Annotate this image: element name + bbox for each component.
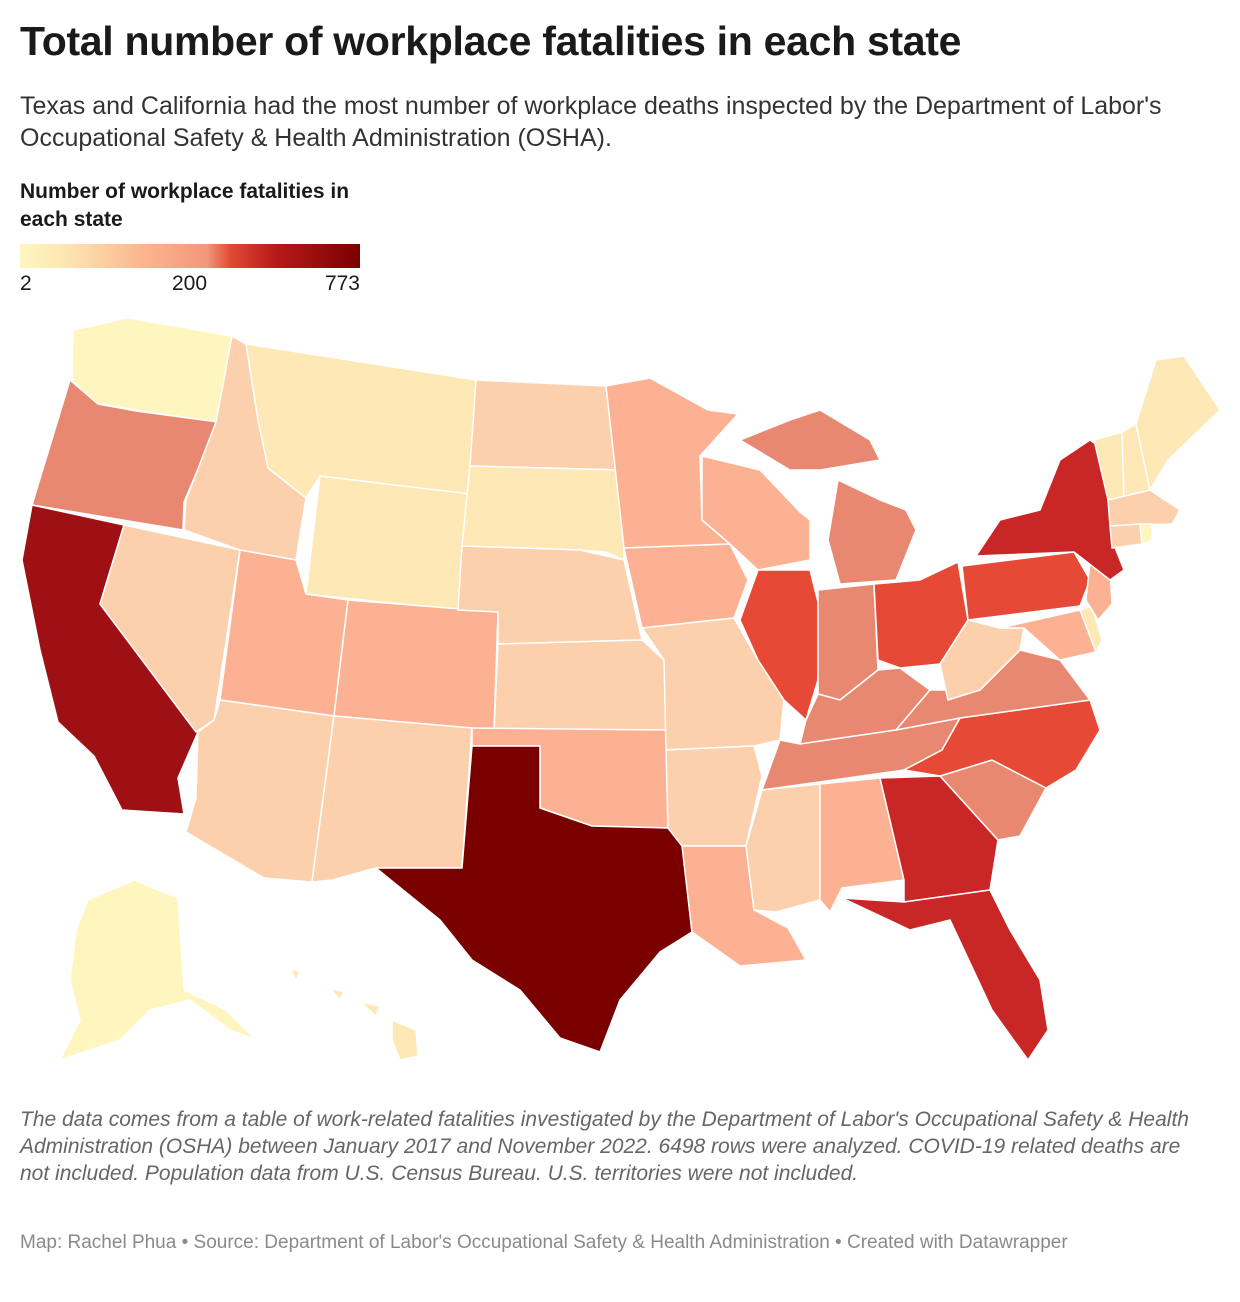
state-rhode-island[interactable] <box>1139 523 1153 545</box>
state-pennsylvania[interactable] <box>961 551 1091 621</box>
state-south-dakota[interactable] <box>461 465 625 561</box>
state-hawaii[interactable] <box>289 967 419 1061</box>
us-choropleth-map <box>0 300 1240 1090</box>
state-delaware[interactable] <box>1079 605 1103 653</box>
state-kansas[interactable] <box>493 639 667 731</box>
state-maryland[interactable] <box>999 609 1097 661</box>
state-wisconsin[interactable] <box>701 455 811 571</box>
state-texas[interactable] <box>375 745 693 1053</box>
state-west-virginia[interactable] <box>939 619 1025 701</box>
state-alaska[interactable] <box>59 879 257 1061</box>
state-connecticut[interactable] <box>1109 523 1143 549</box>
state-iowa[interactable] <box>623 543 749 629</box>
map-title: Total number of workplace fatalities in … <box>20 18 962 64</box>
map-svg <box>21 317 1221 1061</box>
methodology-note: The data comes from a table of work-rela… <box>20 1108 1189 1185</box>
map-subtitle: Texas and California had the most number… <box>20 92 1162 152</box>
state-north-dakota[interactable] <box>469 379 623 471</box>
state-michigan[interactable] <box>827 479 917 585</box>
state-wyoming[interactable] <box>305 475 471 611</box>
state-maine[interactable] <box>1135 355 1221 491</box>
state-florida[interactable] <box>841 889 1049 1061</box>
legend-color-scale <box>20 244 360 268</box>
state-michigan-upper[interactable] <box>739 409 881 471</box>
state-arkansas[interactable] <box>665 745 763 847</box>
state-montana[interactable] <box>245 343 477 499</box>
state-mississippi[interactable] <box>745 783 821 913</box>
state-new-mexico[interactable] <box>311 715 473 883</box>
legend-max-label: 773 <box>324 272 360 295</box>
state-massachusetts[interactable] <box>1107 489 1181 527</box>
legend-ticks: 2 200 773 <box>20 272 360 296</box>
legend-mid-label: 200 <box>172 272 208 295</box>
state-colorado[interactable] <box>333 599 499 731</box>
state-arizona[interactable] <box>185 699 335 883</box>
legend-title: Number of workplace fatalities in each s… <box>20 180 350 231</box>
legend-min-label: 2 <box>20 272 32 295</box>
color-legend: Number of workplace fatalities in each s… <box>20 178 360 296</box>
source-byline: Map: Rachel Phua • Source: Department of… <box>20 1232 1068 1253</box>
